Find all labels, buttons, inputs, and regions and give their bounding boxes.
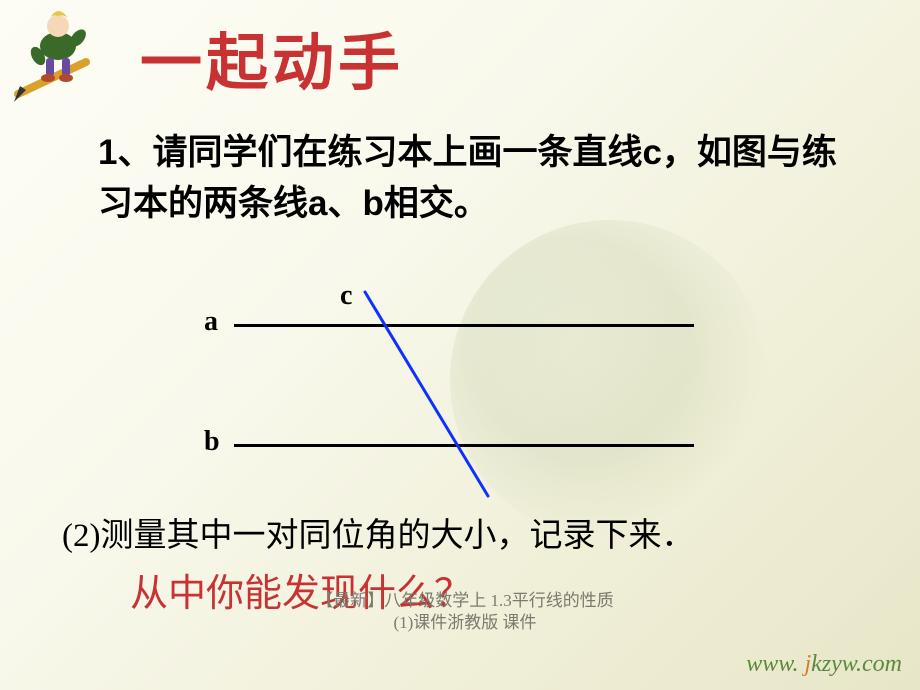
watermark-rest: kzyw.com <box>811 651 902 677</box>
title-text: 一起动手 <box>140 30 404 98</box>
footer-text: 【最新】八年级数学上 1.3平行线的性质(1)课件浙教版 课件 <box>315 590 615 634</box>
watermark-prefix: www. <box>746 651 804 677</box>
diagram: c a b <box>200 280 720 500</box>
paragraph-1: 1、请同学们在练习本上画一条直线c，如图与练习本的两条线a、b相交。 <box>98 128 858 230</box>
slide-title: 一起动手 <box>140 12 404 102</box>
watermark: www. jkzyw.com <box>746 651 902 678</box>
paragraph-2: (2)测量其中一对同位角的大小，记录下来． <box>62 508 882 556</box>
line-c <box>200 280 720 500</box>
mascot-image <box>8 8 98 108</box>
